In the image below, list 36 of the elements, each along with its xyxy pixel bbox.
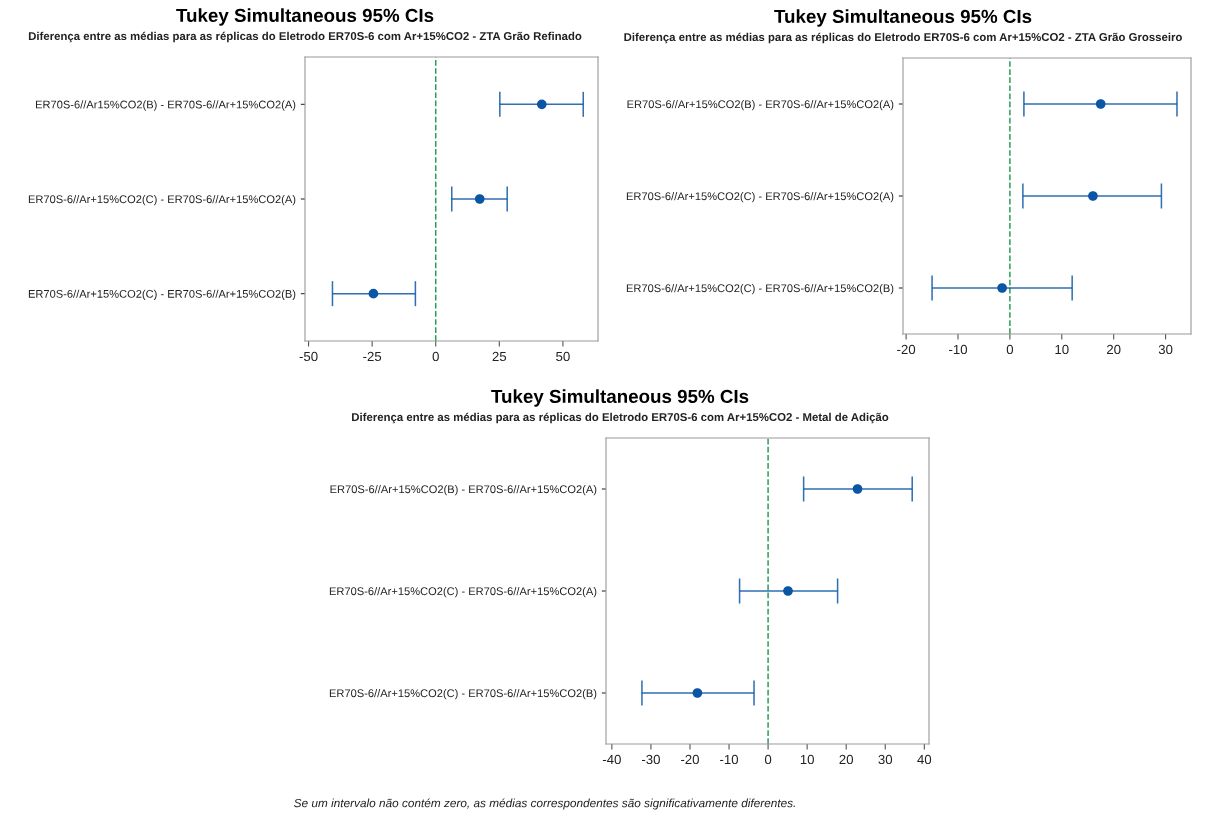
y-tick-label: ER70S-6//Ar+15%CO2(C) - ER70S-6//Ar+15%CO2(A)	[28, 194, 296, 206]
chart-title: Tukey Simultaneous 95% CIs	[491, 389, 749, 407]
x-tick-label: 10	[800, 754, 814, 765]
y-tick-label: ER70S-6//Ar15%CO2(B) - ER70S-6//Ar+15%CO2(A)	[36, 100, 296, 111]
x-tick-label: 30	[878, 754, 893, 765]
x-tick-label: 0	[432, 351, 439, 362]
x-tick-label: 20	[839, 754, 854, 765]
y-tick-label: ER70S-6//Ar+15%CO2(B) - ER70S-6//Ar+15%CO2(A)	[627, 99, 894, 111]
y-tick-label: ER70S-6//Ar+15%CO2(C) - ER70S-6//Ar+15%CO2(B)	[329, 688, 597, 700]
x-tick-label: 25	[492, 351, 507, 362]
x-tick-label: 30	[1158, 344, 1173, 355]
y-tick-label: ER70S-6//Ar+15%CO2(C) - ER70S-6//Ar+15%CO2(A)	[329, 586, 597, 598]
x-tick-label: -10	[949, 344, 968, 355]
x-tick-label: -40	[602, 754, 621, 765]
chart-title: Tukey Simultaneous 95% CIs	[774, 9, 1032, 27]
x-tick-label: 40	[917, 754, 932, 765]
y-tick-label: ER70S-6//Ar+15%CO2(C) - ER70S-6//Ar+15%CO2(B)	[28, 289, 296, 300]
x-tick-label: 0	[1006, 344, 1014, 355]
x-tick-label: 50	[556, 351, 570, 362]
x-tick-label: -30	[641, 754, 660, 765]
chart-subtitle: Diferença entre as médias para as réplicas do Eletrodo ER70S-6 com Ar+15%CO2 - Metal de Adição	[352, 412, 889, 424]
x-tick-label: -25	[363, 351, 382, 362]
x-tick-label: -50	[299, 351, 318, 362]
y-tick-label: ER70S-6//Ar+15%CO2(B) - ER70S-6//Ar+15%CO2(A)	[330, 484, 597, 496]
y-tick-label: ER70S-6//Ar+15%CO2(C) - ER70S-6//Ar+15%CO2(B)	[626, 283, 894, 295]
x-tick-label: -20	[897, 344, 916, 355]
y-tick-label: ER70S-6//Ar+15%CO2(C) - ER70S-6//Ar+15%CO2(A)	[626, 191, 894, 203]
chart-subtitle: Diferença entre as médias para as réplicas do Eletrodo ER70S-6 com Ar+15%CO2 - ZTA Grão Refinado	[28, 31, 582, 43]
x-tick-label: 20	[1107, 344, 1121, 355]
x-tick-label: 10	[1055, 344, 1069, 355]
text: Se um intervalo não contém zero, as médias correspondentes são significativamente diferentes.	[294, 798, 795, 810]
x-tick-label: 0	[764, 754, 772, 765]
chart-title: Tukey Simultaneous 95% CIs	[176, 8, 434, 26]
chart-subtitle: Diferença entre as médias para as réplicas do Eletrodo ER70S-6 com Ar+15%CO2 - ZTA Grão Grosseiro	[624, 32, 1182, 44]
x-tick-label: -10	[720, 754, 739, 765]
x-tick-label: -20	[681, 754, 699, 765]
